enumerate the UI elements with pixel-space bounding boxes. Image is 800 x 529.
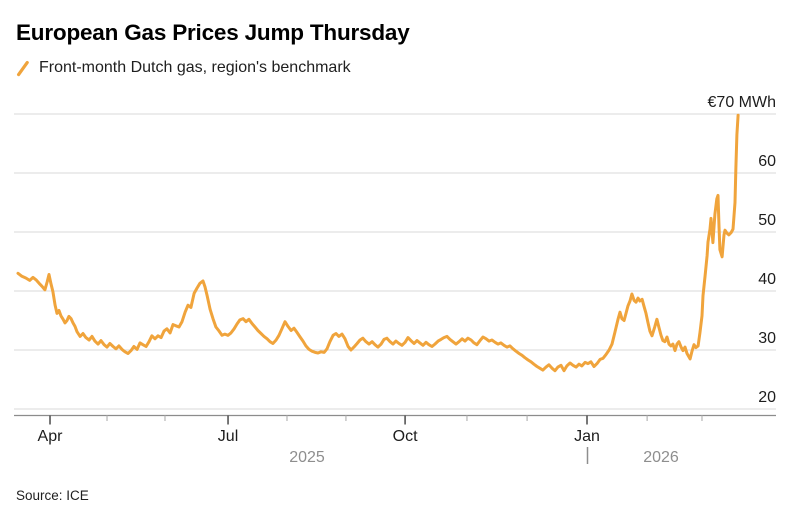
legend: Front-month Dutch gas, region's benchmar… bbox=[16, 59, 351, 77]
y-axis-label-60: 60 bbox=[758, 153, 776, 170]
y-axis-label-30: 30 bbox=[758, 330, 776, 347]
x-axis-label-Apr: Apr bbox=[38, 428, 64, 445]
page-title: European Gas Prices Jump Thursday bbox=[16, 20, 410, 45]
legend-label: Front-month Dutch gas, region's benchmar… bbox=[39, 59, 351, 76]
y-axis-label-70: €70 MWh bbox=[708, 94, 776, 111]
year-label-2026: 2026 bbox=[643, 449, 679, 466]
y-axis-label-20: 20 bbox=[758, 389, 776, 406]
source-note: Source: ICE bbox=[16, 488, 89, 503]
x-axis-label-Oct: Oct bbox=[393, 428, 418, 445]
y-axis-label-50: 50 bbox=[758, 212, 776, 229]
year-label-2025: 2025 bbox=[289, 449, 325, 466]
y-axis-label-40: 40 bbox=[758, 271, 776, 288]
slash-icon bbox=[16, 60, 29, 76]
price-line bbox=[16, 113, 740, 373]
x-axis-label-Jan: Jan bbox=[574, 428, 600, 445]
x-axis-label-Jul: Jul bbox=[218, 428, 238, 445]
